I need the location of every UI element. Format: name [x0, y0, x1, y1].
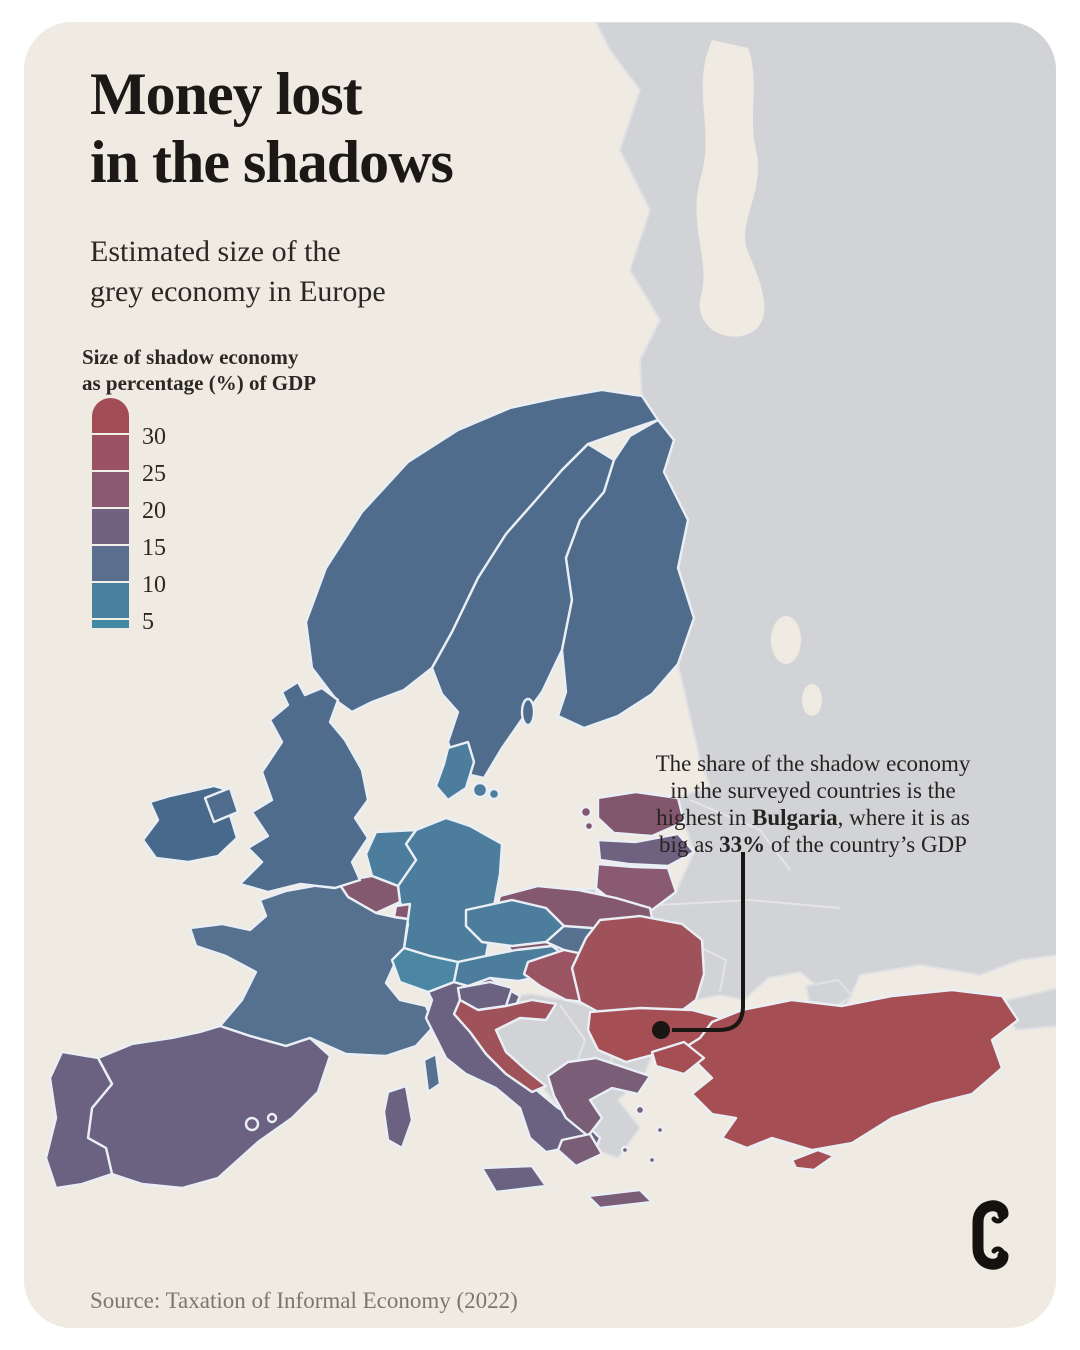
- island-corsica: [422, 1052, 442, 1094]
- legend-label-25: 25: [142, 461, 166, 487]
- legend-label-5: 5: [142, 609, 154, 635]
- legend-label-30: 30: [142, 424, 166, 450]
- legend-segment-25-30: [92, 435, 129, 470]
- greek-island: [620, 1145, 630, 1155]
- legend-segment-5-10: [92, 583, 129, 618]
- legend-segment-30plus: [92, 398, 129, 433]
- legend-divider: [92, 544, 129, 546]
- page-title: Money lost in the shadows: [90, 60, 454, 196]
- title-line-2: in the shadows: [90, 129, 454, 195]
- region-northern-ireland: [203, 786, 240, 824]
- legend-label-10: 10: [142, 572, 166, 598]
- country-turkey: [682, 988, 1020, 1152]
- annotation-bold-bulgaria: Bulgaria: [752, 805, 838, 830]
- region-turkish-thrace: [650, 1040, 706, 1076]
- legend-divider: [92, 581, 129, 583]
- annotation-text: The share of the shadow economy in the s…: [655, 751, 971, 830]
- legend-segment-15-20: [92, 509, 129, 544]
- island-menorca: [266, 1112, 278, 1124]
- subtitle-line-1: Estimated size of the: [90, 235, 341, 268]
- lake-onega: [802, 684, 822, 716]
- greek-island: [647, 1155, 657, 1165]
- subtitle-line-2: grey economy in Europe: [90, 275, 386, 308]
- legend-label-15: 15: [142, 535, 166, 561]
- title-line-1: Money lost: [90, 61, 363, 127]
- island-funen: [487, 787, 501, 801]
- island-saaremaa: [579, 805, 593, 819]
- legend-title: Size of shadow economy as percentage (%)…: [82, 344, 316, 396]
- country-denmark: [434, 740, 476, 802]
- country-croatia: [452, 998, 558, 1094]
- c-logo-top-curl: [991, 1211, 1006, 1224]
- legend-segment-20-25: [92, 472, 129, 507]
- country-norway: [304, 388, 660, 714]
- legend-title-line-1: Size of shadow economy: [82, 345, 299, 369]
- white-sea-inlet: [696, 40, 765, 337]
- country-latvia: [596, 832, 696, 868]
- legend-divider: [92, 470, 129, 472]
- country-switzerland: [390, 946, 460, 994]
- bulgaria-annotation: The share of the shadow economy in the s…: [645, 750, 981, 858]
- publisher-c-logo: [972, 1200, 1009, 1270]
- legend-segment-10-15: [92, 546, 129, 581]
- legend-divider: [92, 433, 129, 435]
- island-cyprus: [790, 1148, 836, 1172]
- country-portugal: [44, 1050, 114, 1190]
- country-uk: [238, 680, 370, 894]
- island-sardinia: [382, 1084, 414, 1150]
- island-sicily: [480, 1164, 548, 1194]
- country-romania: [570, 914, 706, 1016]
- country-spain: [86, 1024, 332, 1190]
- lake-ladoga: [771, 616, 801, 664]
- island-mallorca: [244, 1116, 260, 1132]
- greek-island: [655, 1125, 665, 1135]
- page-subtitle: Estimated size of the grey economy in Eu…: [90, 232, 386, 312]
- card-background: [24, 22, 1056, 1328]
- country-estonia: [596, 790, 686, 838]
- island-hiiumaa: [583, 820, 595, 832]
- country-netherlands: [364, 828, 418, 888]
- annotation-text: of the country’s GDP: [765, 832, 967, 857]
- legend-divider: [92, 507, 129, 509]
- legend-color-scale: [92, 398, 129, 628]
- annotation-connector-dot: [652, 1021, 670, 1039]
- c-logo-stroke: [972, 1200, 1009, 1270]
- greek-island: [634, 1104, 646, 1116]
- c-logo-bottom-curl: [991, 1246, 1006, 1259]
- legend-divider: [92, 618, 129, 620]
- country-finland: [556, 418, 696, 730]
- island-gotland: [520, 697, 536, 727]
- annotation-bold-33pct: 33%: [719, 832, 766, 857]
- annotation-connector-line: [672, 852, 745, 1032]
- legend-label-20: 20: [142, 498, 166, 524]
- island-crete: [586, 1188, 654, 1210]
- legend-segment-below-5: [92, 620, 129, 628]
- source-note: Source: Taxation of Informal Economy (20…: [90, 1288, 518, 1313]
- europe-choropleth-map: [44, 22, 1056, 1210]
- country-greece: [546, 1056, 652, 1138]
- island-zealand: [471, 781, 489, 799]
- annotation-text: , where it is as big as: [659, 805, 970, 857]
- legend-title-line-2: as percentage (%) of GDP: [82, 371, 317, 395]
- region-peloponnese: [556, 1132, 604, 1168]
